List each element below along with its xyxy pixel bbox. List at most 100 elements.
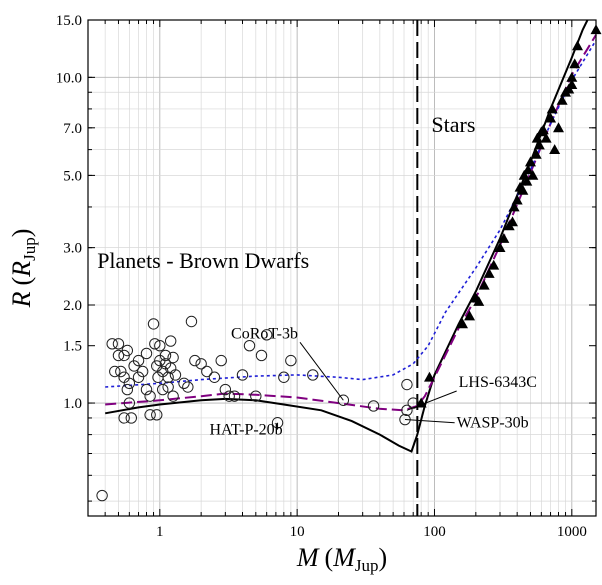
planet-point (149, 338, 161, 350)
y-tick-label: 1.0 (63, 396, 82, 412)
x-tick-label: 100 (423, 524, 446, 540)
star-point (537, 124, 549, 135)
planet-point (132, 371, 145, 383)
star-point (533, 139, 545, 150)
planet-point (260, 329, 273, 341)
planet-point (109, 365, 121, 378)
star-point (530, 148, 542, 159)
planet-point (401, 378, 413, 391)
y-tick-label: 10.0 (56, 70, 82, 86)
annotation-leader (299, 342, 344, 401)
planet-point (147, 318, 160, 330)
star-point (464, 310, 476, 321)
x-tick-label: 1 (156, 524, 164, 540)
planet-point (195, 358, 207, 370)
planet-point (136, 365, 149, 378)
plot-frame (87, 19, 597, 517)
planet-point (106, 338, 118, 350)
planet-point (401, 404, 413, 417)
planet-point (178, 377, 190, 389)
star-point (498, 233, 510, 243)
star-point (566, 71, 578, 82)
region-label: Planets - Brown Dwarfs (97, 248, 309, 273)
planet-point (208, 371, 221, 383)
star-point (540, 132, 552, 143)
planet-point (255, 349, 268, 362)
star-point (424, 371, 436, 382)
x-axis-label-main: M (296, 543, 320, 572)
planet-point (278, 371, 290, 383)
y-tick-label: 2.0 (63, 298, 82, 314)
planet-point (151, 409, 163, 421)
planet-point (112, 349, 125, 362)
planet-point (367, 400, 380, 412)
star-point (494, 242, 506, 253)
annotation-label: WASP-30b (457, 415, 529, 432)
star-point (521, 175, 533, 186)
planet-point (189, 354, 201, 367)
star-point (545, 112, 557, 123)
x-axis-label-sym: M (332, 543, 356, 572)
planet-point (250, 390, 262, 402)
annotations: Planets - Brown Dwarfs Stars CoRoT-3b LHS-6… (97, 112, 537, 439)
y-tick-label: 15.0 (56, 13, 82, 29)
annotation-label: LHS-6343C (459, 374, 537, 391)
star-point (524, 156, 536, 167)
planet-point (118, 412, 130, 424)
planet-point (123, 377, 136, 389)
planet-point (307, 369, 319, 381)
star-point (522, 164, 534, 175)
star-point (566, 79, 578, 90)
planet-point (337, 394, 350, 406)
planet-point (144, 390, 156, 402)
y-tick-label: 1.5 (63, 339, 82, 355)
star-point (415, 397, 427, 408)
star-point (507, 216, 519, 227)
star-point (457, 318, 469, 329)
grid (87, 20, 596, 516)
annotation-label: CoRoT-3b (231, 325, 298, 342)
star-point (508, 201, 520, 212)
y-axis-label-paren-open: ( (7, 277, 36, 286)
planet-point (223, 390, 235, 402)
x-tick-label: 10 (290, 524, 305, 540)
planet-point (132, 354, 145, 367)
planet-point (140, 383, 153, 396)
planet-point (140, 347, 153, 360)
planet-point (219, 383, 232, 396)
annotation-leader (404, 419, 455, 424)
y-axis-label: R(RJup) (7, 229, 39, 309)
axis-ticks: 1 10 100 1000 1.0 1.5 2.0 3.0 5.0 7.0 10.0 15.0 (56, 13, 596, 540)
star-point (549, 144, 561, 155)
star-point (572, 40, 584, 51)
y-tick-label: 5.0 (63, 168, 82, 184)
planet-point (121, 344, 134, 357)
x-axis-label: M (MJup) (296, 543, 387, 575)
planet-point (121, 383, 134, 396)
planet-point (115, 365, 127, 378)
planet-point (167, 351, 179, 364)
x-axis-label-paren-open: ( (325, 543, 334, 572)
y-axis-label-sub: Jup (20, 237, 39, 261)
y-tick-label: 7.0 (63, 121, 82, 137)
star-point (517, 184, 529, 195)
x-axis-label-sub: Jup (355, 556, 379, 575)
planet-point (157, 383, 169, 396)
planet-point (243, 339, 256, 352)
planet-point (154, 339, 166, 352)
planet-point (125, 412, 137, 424)
star-point (527, 169, 539, 180)
planet-point (144, 409, 156, 421)
star-point (569, 58, 581, 69)
planet-point (215, 354, 227, 367)
star-point (556, 94, 568, 105)
star-point (553, 122, 565, 133)
planet-point (167, 390, 179, 402)
y-axis-label-sym: R (7, 261, 36, 278)
y-axis-label-main: R (7, 291, 36, 308)
star-point (483, 267, 495, 278)
star-point (478, 279, 490, 290)
marker-layer (96, 24, 602, 502)
